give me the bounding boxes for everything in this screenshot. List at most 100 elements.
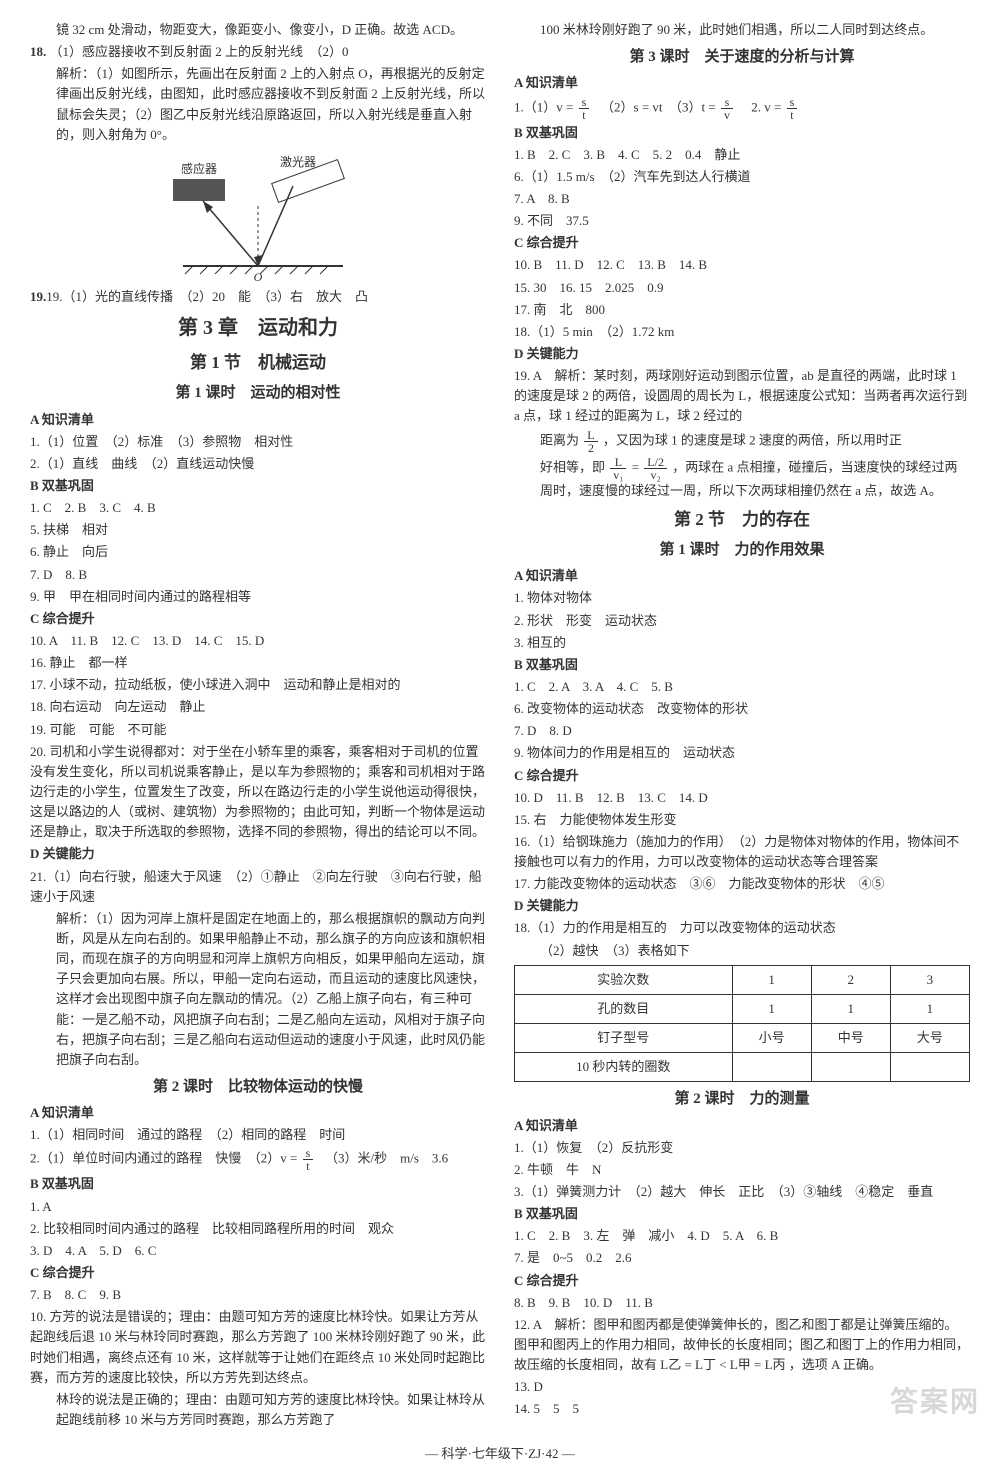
r-D19b: 距离为 L2 ，又因为球 1 的速度是球 2 速度的两倍，所以用时正 (514, 429, 970, 454)
cell: 1 (811, 994, 890, 1023)
s2-lesson2-title: 第 2 课时 力的测量 (514, 1088, 970, 1111)
s2-B1: 1. C 2. A 3. A 4. C 5. B (514, 677, 970, 697)
s2-A1: 1. 物体对物体 (514, 588, 970, 608)
cell: 中号 (811, 1024, 890, 1053)
cell: 1 (890, 994, 969, 1023)
r-C10: 10. B 11. D 12. C 13. B 14. B (514, 255, 970, 275)
s2-A-heading: A 知识清单 (514, 566, 970, 586)
s3-C13: 13. D (514, 1377, 970, 1397)
s3-A2: 2. 牛顿 牛 N (514, 1160, 970, 1180)
q19-text: 19.（1）光的直线传播 （2）20 能 （3）右 放大 凸 (46, 289, 368, 304)
right-column: 100 米林玲刚好跑了 90 米，此时她们相遇，所以二人同时到达终点。 第 3 … (514, 20, 970, 1432)
C16: 16. 静止 都一样 (30, 653, 486, 673)
frac-Lv1: Lv₁ (610, 456, 626, 481)
table-row: 实验次数 1 2 3 (515, 965, 970, 994)
r-D-heading: D 关键能力 (514, 344, 970, 364)
s2-B-heading: B 双基巩固 (514, 655, 970, 675)
s3-C8: 8. B 9. B 10. D 11. B (514, 1293, 970, 1313)
frac-Lv2: L/2v₂ (644, 456, 667, 481)
r-B1: 1. B 2. C 3. B 4. C 5. 2 0.4 静止 (514, 145, 970, 165)
D21a: 21.（1）向右行驶，船速大于风速 （2）①静止 ②向左行驶 ③向右行驶，船速小… (30, 867, 486, 907)
L2-B3: 3. D 4. A 5. D 6. C (30, 1241, 486, 1261)
r-A1: 1.（1）v = st （2）s = vt （3）t = sv 2. v = s… (514, 96, 970, 121)
s2-B7: 7. D 8. D (514, 721, 970, 741)
r-D19a: 19. A 解析：某时刻，两球刚好运动到图示位置，ab 是直径的两端，此时球 1… (514, 366, 970, 426)
s2-B9: 9. 物体间力的作用是相互的 运动状态 (514, 743, 970, 763)
s2-C17: 17. 力能改变物体的运动状态 ③⑥ 力能改变物体的形状 ④⑤ (514, 874, 970, 894)
section2-title: 第 2 节 力的存在 (514, 507, 970, 533)
r-C17: 17. 南 北 800 (514, 300, 970, 320)
r-C15: 15. 30 16. 15 2.025 0.9 (514, 278, 970, 298)
r-C18: 18.（1）5 min （2）1.72 km (514, 322, 970, 342)
B5: 5. 扶梯 相对 (30, 520, 486, 540)
L2-C10: 10. 方芳的说法是错误的；理由：由题可知方芳的速度比林玲快。如果让方芳从起跑线… (30, 1307, 486, 1388)
r-C-heading: C 综合提升 (514, 233, 970, 253)
C17: 17. 小球不动，拉动纸板，使小球进入洞中 运动和静止是相对的 (30, 675, 486, 695)
optics-diagram: 感应器 激光器 O (143, 151, 373, 281)
B1: 1. C 2. B 3. C 4. B (30, 498, 486, 518)
s3-C-heading: C 综合提升 (514, 1271, 970, 1291)
cell: 大号 (890, 1024, 969, 1053)
cell: 孔的数目 (515, 994, 733, 1023)
label-laser: 激光器 (280, 155, 316, 169)
frac-sv2: sv (721, 96, 733, 121)
q18-num: 18. (30, 44, 46, 59)
s3-C14: 14. 5 5 5 (514, 1399, 970, 1419)
C18: 18. 向右运动 向左运动 静止 (30, 697, 486, 717)
frac-L2: L2 (584, 429, 597, 454)
D21b: 解析：（1）因为河岸上旗杆是固定在地面上的，那么根据旗帜的飘动方向判断，风是从左… (30, 909, 486, 1070)
s3-A3: 3.（1）弹簧测力计 （2）越大 伸长 正比 （3）③轴线 ④稳定 垂直 (514, 1182, 970, 1202)
cell: 2 (811, 965, 890, 994)
chapter3-title: 第 3 章 运动和力 (30, 313, 486, 344)
s2-A3: 3. 相互的 (514, 633, 970, 653)
r-B6: 6.（1）1.5 m/s （2）汽车先到达人行横道 (514, 167, 970, 187)
s2-D-heading: D 关键能力 (514, 896, 970, 916)
B9: 9. 甲 甲在相同时间内通过的路程相等 (30, 587, 486, 607)
cell: 3 (890, 965, 969, 994)
cell: 1 (732, 965, 811, 994)
s3-A1: 1.（1）恢复 （2）反抗形变 (514, 1138, 970, 1158)
L2-C7: 7. B 8. C 9. B (30, 1285, 486, 1305)
r-D19c: 好相等，即 Lv₁ = L/2v₂ ，两球在 a 点相撞，碰撞后，当速度快的球经… (514, 456, 970, 501)
s2-B6: 6. 改变物体的运动状态 改变物体的形状 (514, 699, 970, 719)
r-B9: 9. 不同 37.5 (514, 211, 970, 231)
A-heading: A 知识清单 (30, 410, 486, 430)
L2-B-heading: B 双基巩固 (30, 1174, 486, 1194)
C10: 10. A 11. B 12. C 13. D 14. C 15. D (30, 631, 486, 651)
L2-C-heading: C 综合提升 (30, 1263, 486, 1283)
L2-A-heading: A 知识清单 (30, 1103, 486, 1123)
s2-C-heading: C 综合提升 (514, 766, 970, 786)
C-heading: C 综合提升 (30, 609, 486, 629)
q18-explain: 解析：（1）如图所示，先画出在反射面 2 上的入射点 O，再根据光的反射定律画出… (30, 64, 486, 145)
s2-C16: 16.（1）给钢珠施力（施加力的作用） （2）力是物体对物体的作用，物体间不接触… (514, 832, 970, 872)
r-B-heading: B 双基巩固 (514, 123, 970, 143)
L2A2-pre: 2.（1）单位时间内通过的路程 快慢 （2）v = (30, 1151, 301, 1166)
D19c-mid: = (632, 459, 643, 474)
s3-B7: 7. 是 0~5 0.2 2.6 (514, 1248, 970, 1268)
table-row: 孔的数目 1 1 1 (515, 994, 970, 1023)
L2-A2: 2.（1）单位时间内通过的路程 快慢 （2）v = st （3）米/秒 m/s … (30, 1147, 486, 1172)
label-O: O (254, 270, 263, 281)
rA1-m1: （2）s = vt （3）t = (595, 99, 719, 114)
L2-B2: 2. 比较相同时间内通过的路程 比较相同路程所用的时间 观众 (30, 1219, 486, 1239)
cell (732, 1053, 811, 1082)
rA1-pre: 1.（1）v = (514, 99, 577, 114)
A1: 1.（1）位置 （2）标准 （3）参照物 相对性 (30, 432, 486, 452)
s2-C15: 15. 右 力能使物体发生形变 (514, 810, 970, 830)
s3-B1: 1. C 2. B 3. 左 弹 减小 4. D 5. A 6. B (514, 1226, 970, 1246)
L2-B1: 1. A (30, 1197, 486, 1217)
s3-A-heading: A 知识清单 (514, 1116, 970, 1136)
frac-s-t: st (303, 1147, 314, 1172)
experiment-table: 实验次数 1 2 3 孔的数目 1 1 1 钉子型号 小号 中号 大号 10 秒… (514, 965, 970, 1083)
s2-D18a: 18.（1）力的作用是相互的 力可以改变物体的运动状态 (514, 918, 970, 938)
cell (811, 1053, 890, 1082)
C19: 19. 可能 可能 不可能 (30, 720, 486, 740)
frac-sv1: st (579, 96, 590, 121)
cell: 小号 (732, 1024, 811, 1053)
cell (890, 1053, 969, 1082)
s3-B-heading: B 双基巩固 (514, 1204, 970, 1224)
table-row: 10 秒内转的圈数 (515, 1053, 970, 1082)
lesson2-title: 第 2 课时 比较物体运动的快慢 (30, 1076, 486, 1099)
B6: 6. 静止 向后 (30, 542, 486, 562)
cell: 1 (732, 994, 811, 1023)
